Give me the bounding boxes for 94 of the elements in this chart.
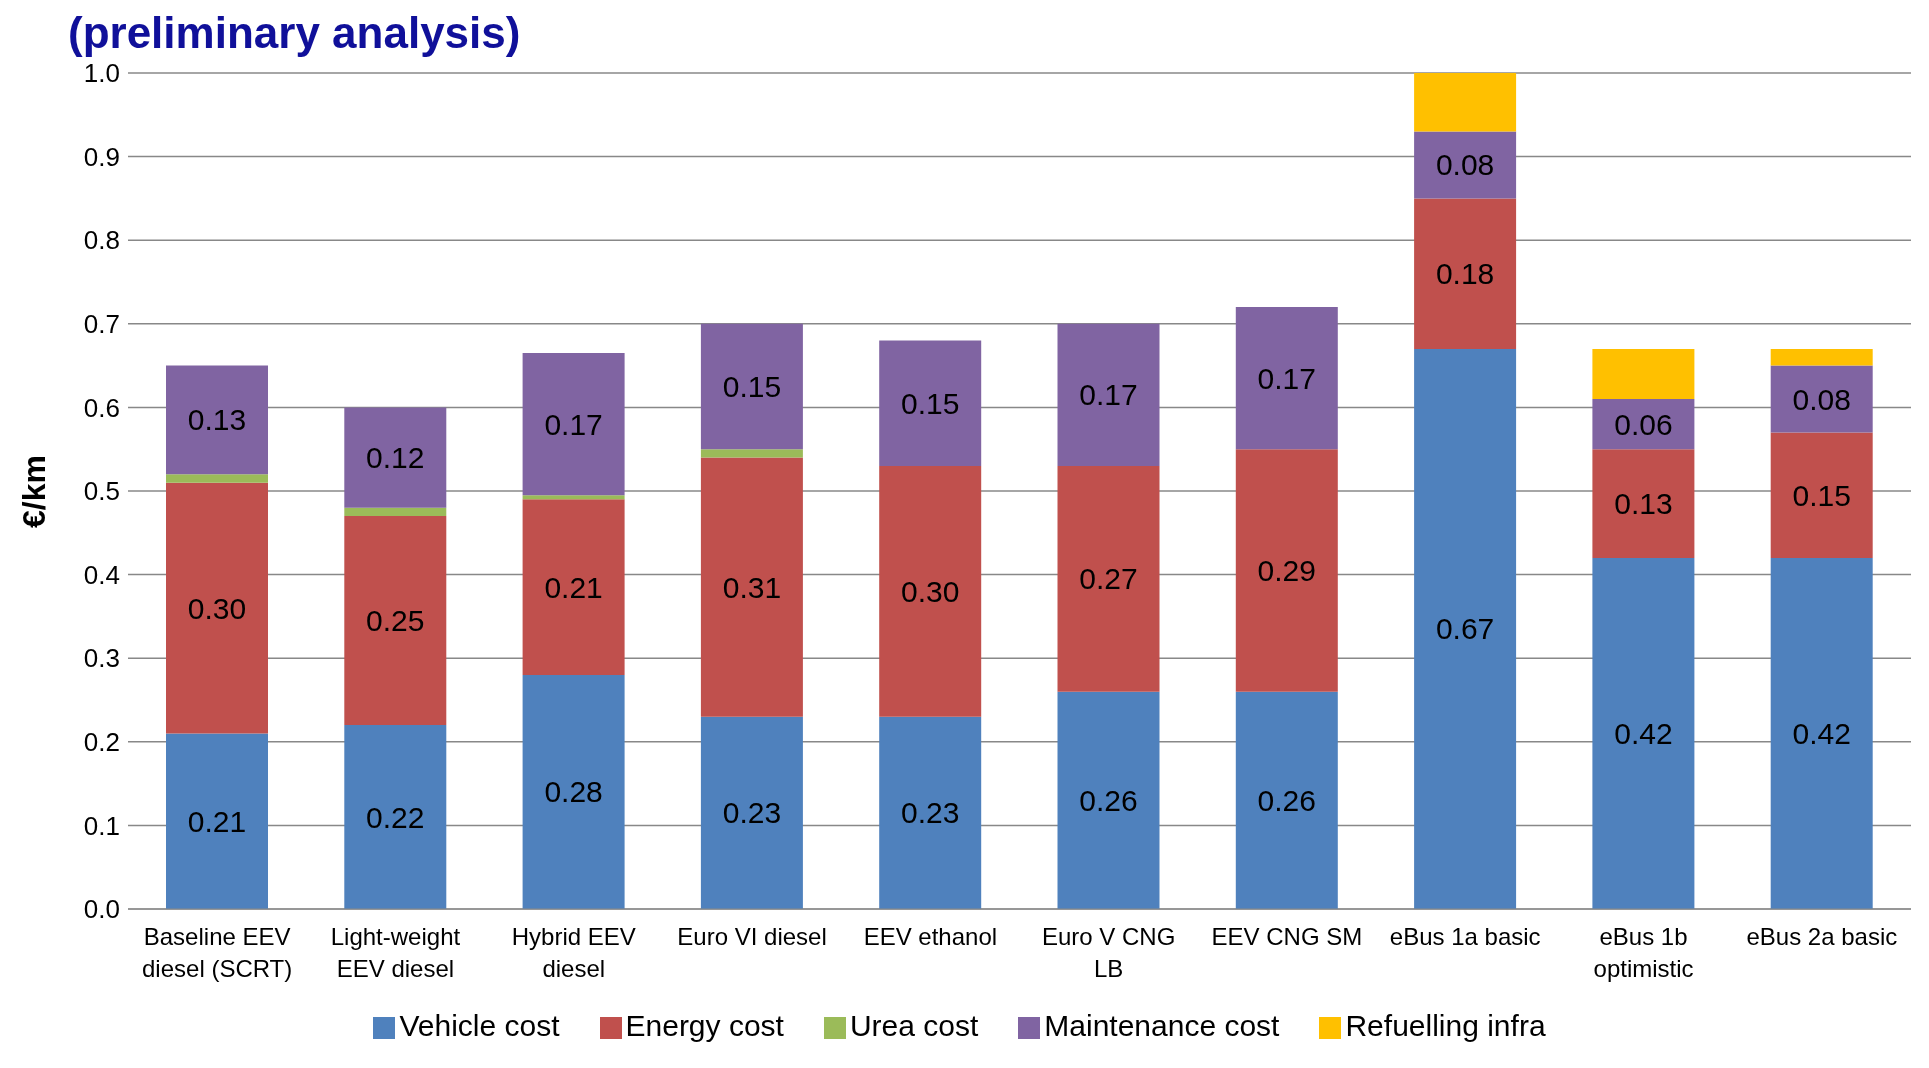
data-label: 0.13 xyxy=(1614,487,1673,521)
y-tick-label: 0.2 xyxy=(83,727,120,758)
bar xyxy=(344,507,447,517)
bar xyxy=(344,516,447,726)
bar xyxy=(344,407,447,508)
data-label: 0.22 xyxy=(366,800,425,834)
bar xyxy=(1057,691,1160,909)
data-label: 0.42 xyxy=(1792,716,1851,750)
bar xyxy=(1592,348,1695,400)
bar xyxy=(1057,323,1160,466)
data-label: 0.25 xyxy=(366,604,425,638)
data-label: 0.30 xyxy=(901,574,960,608)
bar xyxy=(344,725,447,909)
data-label: 0.13 xyxy=(187,403,247,437)
legend-label: Maintenance cost xyxy=(1044,1009,1280,1042)
data-label: 0.27 xyxy=(1079,562,1138,596)
bar xyxy=(166,733,268,909)
data-label: 0.15 xyxy=(1792,478,1851,512)
y-axis-title: €/km xyxy=(16,455,53,528)
data-label: 0.08 xyxy=(1435,148,1495,182)
chart-title: (preliminary analysis) xyxy=(68,8,521,58)
bar xyxy=(700,716,803,909)
bar xyxy=(522,674,625,909)
data-label: 0.42 xyxy=(1614,716,1673,750)
y-tick-label: 0.7 xyxy=(83,309,120,340)
bar xyxy=(1770,432,1873,558)
data-label: 0.06 xyxy=(1614,407,1673,441)
bar xyxy=(1592,557,1695,909)
bar xyxy=(879,716,982,909)
bar xyxy=(522,495,625,500)
bar xyxy=(879,465,982,717)
data-label: 0.08 xyxy=(1792,382,1851,416)
y-tick-label: 0.3 xyxy=(83,643,120,674)
data-label: 0.23 xyxy=(722,796,782,830)
bar xyxy=(1235,307,1338,450)
y-tick-label: 0.0 xyxy=(83,894,120,925)
legend-label: Refuelling infra xyxy=(1345,1009,1546,1042)
bar xyxy=(522,499,625,675)
bar xyxy=(166,474,268,483)
y-tick-label: 0.8 xyxy=(83,225,120,256)
data-label: 0.17 xyxy=(1079,378,1138,412)
data-label: 0.26 xyxy=(1079,783,1138,817)
bar xyxy=(1770,348,1873,366)
data-label: 0.30 xyxy=(187,591,247,625)
data-label: 0.21 xyxy=(187,804,247,838)
bar xyxy=(1057,465,1160,692)
data-label: 0.23 xyxy=(901,796,960,830)
bar xyxy=(1414,198,1517,349)
bar xyxy=(1414,73,1517,132)
y-tick-label: 0.9 xyxy=(83,141,120,172)
legend-label: Energy cost xyxy=(625,1009,784,1042)
x-tick-label: eBus 2a basic xyxy=(1746,923,1898,950)
data-label: 0.17 xyxy=(544,407,603,441)
legend-label: Vehicle cost xyxy=(399,1009,560,1042)
x-tick-label: eBus 1a basic xyxy=(1389,923,1541,950)
x-tick-label: Baseline EEV diesel (SCRT) xyxy=(142,923,293,982)
bar xyxy=(1235,691,1338,909)
y-tick-label: 0.4 xyxy=(83,559,120,590)
bar xyxy=(1592,449,1695,558)
bar xyxy=(522,353,625,496)
x-tick-label: Light-weight EEV diesel xyxy=(330,923,461,982)
y-tick-label: 0.6 xyxy=(83,392,120,423)
y-tick-label: 1.0 xyxy=(83,58,120,89)
data-label: 0.15 xyxy=(901,386,960,420)
data-label: 0.26 xyxy=(1257,783,1316,817)
x-tick-label: eBus 1b optimistic xyxy=(1593,923,1694,982)
x-tick-label: Hybrid EEV diesel xyxy=(511,923,636,982)
bar xyxy=(1235,449,1338,692)
data-label: 0.29 xyxy=(1257,553,1316,587)
data-label: 0.67 xyxy=(1435,612,1495,646)
data-label: 0.31 xyxy=(722,570,782,604)
x-tick-label: Euro VI diesel xyxy=(677,923,827,950)
bar xyxy=(1414,131,1517,199)
x-tick-label: EEV CNG SM xyxy=(1211,923,1363,950)
data-label: 0.17 xyxy=(1257,361,1316,395)
legend-label: Urea cost xyxy=(849,1009,979,1042)
data-label: 0.28 xyxy=(544,775,603,809)
bar xyxy=(166,482,268,734)
y-tick-label: 0.5 xyxy=(83,476,120,507)
x-tick-label: Euro V CNG LB xyxy=(1041,923,1176,982)
bar xyxy=(700,457,803,717)
bar xyxy=(166,365,268,475)
bar xyxy=(700,449,803,458)
bar xyxy=(1770,365,1873,433)
data-label: 0.15 xyxy=(722,370,782,403)
data-label: 0.21 xyxy=(544,570,603,604)
bar xyxy=(1770,557,1873,909)
y-tick-label: 0.1 xyxy=(83,810,120,841)
data-label: 0.18 xyxy=(1435,257,1495,291)
data-label: 0.12 xyxy=(366,441,425,475)
bar xyxy=(700,323,803,450)
bar xyxy=(879,340,982,466)
bar xyxy=(1414,348,1517,909)
x-tick-label: EEV ethanol xyxy=(863,923,998,950)
